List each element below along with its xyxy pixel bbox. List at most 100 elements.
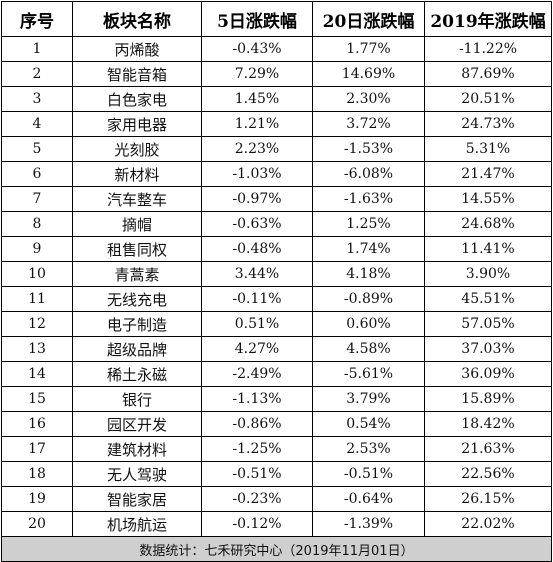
row-index: 11: [1, 286, 73, 312]
row-index: 15: [1, 386, 73, 412]
row-sector-name: 无线充电: [72, 286, 202, 312]
row-5day-change: 7.29%: [201, 61, 313, 87]
data-source-note: 数据统计：七禾研究中心（2019年11月01日）: [1, 536, 552, 562]
row-sector-name: 白色家电: [72, 86, 202, 112]
table-row: 6 新材料 -1.03% -6.08% 21.47%: [1, 161, 552, 187]
row-5day-change: 2.23%: [201, 136, 313, 162]
row-2019-change: -11.22%: [424, 36, 552, 62]
row-sector-name: 园区开发: [72, 411, 202, 437]
row-5day-change: 1.21%: [201, 111, 313, 137]
row-sector-name: 丙烯酸: [72, 36, 202, 62]
row-5day-change: -0.63%: [201, 211, 313, 237]
row-5day-change: -0.11%: [201, 286, 313, 312]
row-index: 7: [1, 186, 73, 212]
row-index: 18: [1, 461, 73, 487]
row-index: 6: [1, 161, 73, 187]
table-row: 13 超级品牌 4.27% 4.58% 37.03%: [1, 336, 552, 362]
row-2019-change: 5.31%: [424, 136, 552, 162]
row-sector-name: 租售同权: [72, 236, 202, 262]
table-row: 16 园区开发 -0.86% 0.54% 18.42%: [1, 411, 552, 437]
row-20day-change: -0.51%: [312, 461, 425, 487]
row-index: 19: [1, 486, 73, 512]
table-row: 9 租售同权 -0.48% 1.74% 11.41%: [1, 236, 552, 262]
table-row: 4 家用电器 1.21% 3.72% 24.73%: [1, 111, 552, 137]
row-sector-name: 电子制造: [72, 311, 202, 337]
row-20day-change: -6.08%: [312, 161, 425, 187]
row-5day-change: -0.48%: [201, 236, 313, 262]
row-index: 10: [1, 261, 73, 287]
row-sector-name: 超级品牌: [72, 336, 202, 362]
row-2019-change: 20.51%: [424, 86, 552, 112]
row-index: 14: [1, 361, 73, 387]
row-20day-change: 2.53%: [312, 436, 425, 462]
table-row: 8 摘帽 -0.63% 1.25% 24.68%: [1, 211, 552, 237]
table-header-row: 序号 板块名称 5日涨跌幅 20日涨跌幅 2019年涨跌幅: [1, 1, 552, 37]
row-20day-change: 1.74%: [312, 236, 425, 262]
table-row: 11 无线充电 -0.11% -0.89% 45.51%: [1, 286, 552, 312]
table-row: 3 白色家电 1.45% 2.30% 20.51%: [1, 86, 552, 112]
row-index: 9: [1, 236, 73, 262]
table-row: 1 丙烯酸 -0.43% 1.77% -11.22%: [1, 36, 552, 62]
table-row: 17 建筑材料 -1.25% 2.53% 21.63%: [1, 436, 552, 462]
row-20day-change: 0.60%: [312, 311, 425, 337]
row-sector-name: 汽车整车: [72, 186, 202, 212]
table-row: 20 机场航运 -0.12% -1.39% 22.02%: [1, 511, 552, 537]
row-sector-name: 家用电器: [72, 111, 202, 137]
row-5day-change: -0.23%: [201, 486, 313, 512]
table-row: 15 银行 -1.13% 3.79% 15.89%: [1, 386, 552, 412]
row-2019-change: 22.56%: [424, 461, 552, 487]
row-2019-change: 26.15%: [424, 486, 552, 512]
row-sector-name: 摘帽: [72, 211, 202, 237]
header-2019-change: 2019年涨跌幅: [424, 1, 552, 37]
row-index: 12: [1, 311, 73, 337]
row-5day-change: 0.51%: [201, 311, 313, 337]
row-5day-change: -1.25%: [201, 436, 313, 462]
row-sector-name: 新材料: [72, 161, 202, 187]
row-20day-change: -5.61%: [312, 361, 425, 387]
row-5day-change: 1.45%: [201, 86, 313, 112]
row-20day-change: 1.25%: [312, 211, 425, 237]
row-2019-change: 57.05%: [424, 311, 552, 337]
row-sector-name: 青蒿素: [72, 261, 202, 287]
row-5day-change: -1.13%: [201, 386, 313, 412]
table-row: 2 智能音箱 7.29% 14.69% 87.69%: [1, 61, 552, 87]
row-2019-change: 87.69%: [424, 61, 552, 87]
row-5day-change: -0.51%: [201, 461, 313, 487]
header-index: 序号: [1, 1, 73, 37]
row-20day-change: 4.58%: [312, 336, 425, 362]
row-2019-change: 11.41%: [424, 236, 552, 262]
row-2019-change: 18.42%: [424, 411, 552, 437]
row-20day-change: 4.18%: [312, 261, 425, 287]
row-2019-change: 15.89%: [424, 386, 552, 412]
table-row: 14 稀土永磁 -2.49% -5.61% 36.09%: [1, 361, 552, 387]
table-row: 5 光刻胶 2.23% -1.53% 5.31%: [1, 136, 552, 162]
table-row: 19 智能家居 -0.23% -0.64% 26.15%: [1, 486, 552, 512]
table-body: 1 丙烯酸 -0.43% 1.77% -11.22% 2 智能音箱 7.29% 14.69% 87…: [1, 36, 552, 537]
row-20day-change: -0.64%: [312, 486, 425, 512]
row-sector-name: 机场航运: [72, 511, 202, 537]
row-index: 17: [1, 436, 73, 462]
row-20day-change: 0.54%: [312, 411, 425, 437]
row-index: 4: [1, 111, 73, 137]
row-index: 2: [1, 61, 73, 87]
row-2019-change: 21.63%: [424, 436, 552, 462]
row-5day-change: -0.97%: [201, 186, 313, 212]
row-20day-change: 3.72%: [312, 111, 425, 137]
table-footer-row: 数据统计：七禾研究中心（2019年11月01日）: [1, 536, 552, 562]
table-row: 10 青蒿素 3.44% 4.18% 3.90%: [1, 261, 552, 287]
row-index: 16: [1, 411, 73, 437]
table-row: 7 汽车整车 -0.97% -1.63% 14.55%: [1, 186, 552, 212]
row-sector-name: 光刻胶: [72, 136, 202, 162]
row-index: 5: [1, 136, 73, 162]
row-2019-change: 14.55%: [424, 186, 552, 212]
row-5day-change: 3.44%: [201, 261, 313, 287]
row-2019-change: 3.90%: [424, 261, 552, 287]
row-20day-change: 2.30%: [312, 86, 425, 112]
row-sector-name: 无人驾驶: [72, 461, 202, 487]
table-row: 12 电子制造 0.51% 0.60% 57.05%: [1, 311, 552, 337]
row-20day-change: 14.69%: [312, 61, 425, 87]
row-20day-change: -0.89%: [312, 286, 425, 312]
header-20day-change: 20日涨跌幅: [312, 1, 425, 37]
